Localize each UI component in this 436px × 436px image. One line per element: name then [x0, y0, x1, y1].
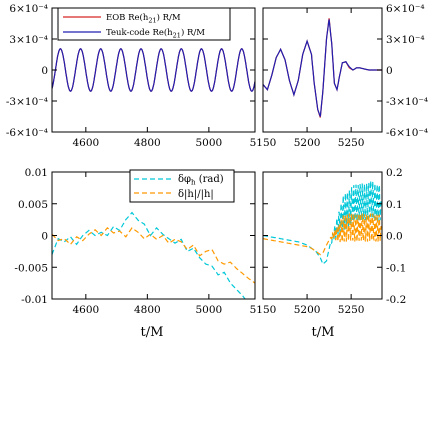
y-tick-label: 0.01 — [25, 167, 48, 179]
panel-frame — [262, 7, 383, 133]
y-tick-label: -3×10⁻⁴ — [6, 96, 48, 108]
x-tick-label: 5250 — [338, 304, 365, 316]
y-tick-label-right: -3×10⁻⁴ — [386, 96, 428, 108]
x-axis-label-right: t/M — [312, 325, 335, 340]
y-tick-label: 0.005 — [18, 199, 48, 211]
y-tick-label-right: 0 — [386, 65, 393, 77]
series-group — [263, 180, 382, 266]
series-group — [52, 211, 255, 299]
series-group — [263, 18, 382, 118]
x-tick-label: 4800 — [134, 137, 161, 149]
panel-bottom-right: 5150 5200 5250 0.2 0.1 0.0 -0.1 -0.2 — [250, 167, 407, 316]
y-tick-label: 3×10⁻⁴ — [9, 34, 48, 46]
y-tick-label-right: 0.2 — [386, 167, 403, 179]
x-axis-label-left: t/M — [141, 325, 164, 340]
y-tick-label-right: 6×10⁻⁴ — [386, 3, 425, 15]
series-group — [52, 48, 255, 92]
x-tick-label: 5000 — [195, 304, 222, 316]
series-line-1 — [52, 211, 246, 299]
series-line-1 — [263, 180, 382, 266]
y-tick-label: 0 — [41, 231, 48, 243]
x-tick-label: 5250 — [338, 137, 365, 149]
panel-top-right: 5150 5200 5250 6×10⁻⁴ 3×10⁻⁴ 0 -3×10⁻⁴ -6×10⁻⁴ — [250, 3, 429, 149]
x-tick-label: 5150 — [250, 137, 277, 149]
y-tick-label-right: -6×10⁻⁴ — [386, 127, 428, 139]
y-tick-label: 6×10⁻⁴ — [9, 3, 48, 15]
x-tick-label: 5200 — [294, 304, 321, 316]
x-tick-label: 5200 — [294, 137, 321, 149]
y-tick-label-right: 3×10⁻⁴ — [386, 34, 425, 46]
x-tick-label: 4800 — [134, 304, 161, 316]
y-tick-label-right: 0.1 — [386, 199, 403, 211]
panel-top-left: 4600 4800 5000 6×10⁻⁴ 3×10⁻⁴ 0 -3×10⁻⁴ -6×10⁻⁴ — [6, 3, 256, 149]
panel-bottom-left: 4600 4800 5000 0.01 0.005 0 -0.005 -0.01 — [14, 167, 256, 316]
y-tick-label: -0.01 — [21, 294, 48, 306]
top-legend: EOB Re(h21) R/M Teuk-code Re(h21) R/M — [57, 7, 231, 41]
y-tick-label: -0.005 — [14, 262, 48, 274]
x-tick-label: 5000 — [195, 137, 222, 149]
series-line-1 — [263, 18, 382, 118]
legend-label-dphi: δφh (rad) — [178, 174, 224, 187]
series-line-2 — [263, 19, 382, 117]
series-line-2 — [52, 48, 255, 92]
x-tick-label: 4600 — [72, 304, 99, 316]
y-tick-label: 0 — [41, 65, 48, 77]
series-line-2 — [52, 227, 255, 284]
legend-label-damp: δ|h|/|h| — [178, 189, 214, 200]
bottom-legend-box — [129, 169, 235, 203]
y-tick-label-right: -0.1 — [386, 262, 406, 274]
y-tick-label-right: 0.0 — [386, 231, 403, 243]
bottom-legend: δφh (rad) δ|h|/|h| — [129, 169, 235, 203]
legend-label-eob: EOB Re(h21) R/M — [106, 12, 181, 25]
series-line-2 — [263, 213, 382, 256]
panels: 4600 4800 50006×10⁻⁴3×10⁻⁴0-3×10⁻⁴-6×10⁻⁴5… — [6, 3, 428, 316]
y-tick-label: -6×10⁻⁴ — [6, 127, 48, 139]
x-tick-label: 5150 — [250, 304, 277, 316]
top-legend-box — [57, 7, 231, 41]
legend-label-teuk: Teuk-code Re(h21) R/M — [106, 27, 205, 40]
y-tick-label-right: -0.2 — [386, 294, 406, 306]
x-tick-label: 4600 — [72, 137, 99, 149]
